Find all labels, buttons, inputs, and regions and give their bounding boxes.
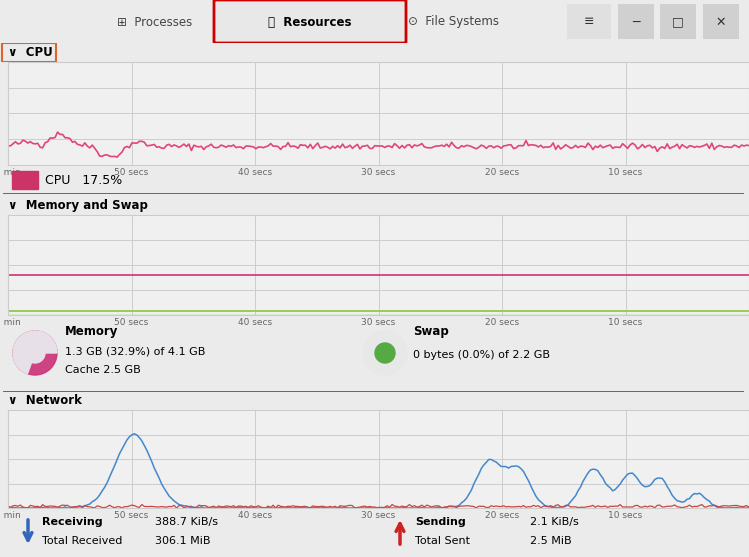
Bar bbox=[567, 4, 611, 39]
Circle shape bbox=[375, 343, 395, 363]
Text: Total Received: Total Received bbox=[42, 536, 122, 546]
Text: Memory: Memory bbox=[65, 325, 118, 339]
Text: 2.5 MiB: 2.5 MiB bbox=[530, 536, 571, 546]
Text: ⏱  Resources: ⏱ Resources bbox=[268, 16, 352, 28]
Text: ∨  CPU: ∨ CPU bbox=[8, 46, 52, 59]
Text: ─: ─ bbox=[632, 16, 640, 28]
Text: ∨  Memory and Swap: ∨ Memory and Swap bbox=[8, 198, 148, 212]
Text: 1.3 GB (32.9%) of 4.1 GB: 1.3 GB (32.9%) of 4.1 GB bbox=[65, 347, 205, 357]
Text: Sending: Sending bbox=[415, 517, 466, 527]
Text: Swap: Swap bbox=[413, 325, 449, 339]
Bar bbox=[618, 4, 654, 39]
Text: ≡: ≡ bbox=[583, 16, 594, 28]
Bar bbox=[12, 171, 38, 189]
Circle shape bbox=[13, 331, 57, 375]
Text: Receiving: Receiving bbox=[42, 517, 103, 527]
Text: ⊙  File Systems: ⊙ File Systems bbox=[408, 16, 500, 28]
Circle shape bbox=[363, 331, 407, 375]
Circle shape bbox=[25, 343, 45, 363]
Text: ⊞  Processes: ⊞ Processes bbox=[118, 16, 192, 28]
Text: CPU   17.5%: CPU 17.5% bbox=[45, 173, 122, 187]
Text: ∨  Network: ∨ Network bbox=[8, 394, 82, 408]
Text: □: □ bbox=[672, 16, 684, 28]
Text: 306.1 MiB: 306.1 MiB bbox=[155, 536, 210, 546]
Bar bbox=[660, 4, 696, 39]
Text: Cache 2.5 GB: Cache 2.5 GB bbox=[65, 365, 141, 375]
Text: 2.1 KiB/s: 2.1 KiB/s bbox=[530, 517, 579, 527]
FancyBboxPatch shape bbox=[214, 0, 406, 43]
Bar bbox=[703, 4, 739, 39]
Text: Total Sent: Total Sent bbox=[415, 536, 470, 546]
Text: ✕: ✕ bbox=[716, 16, 727, 28]
Text: 388.7 KiB/s: 388.7 KiB/s bbox=[155, 517, 218, 527]
Text: 0 bytes (0.0%) of 2.2 GB: 0 bytes (0.0%) of 2.2 GB bbox=[413, 350, 550, 360]
Circle shape bbox=[13, 331, 57, 375]
Wedge shape bbox=[13, 331, 57, 374]
